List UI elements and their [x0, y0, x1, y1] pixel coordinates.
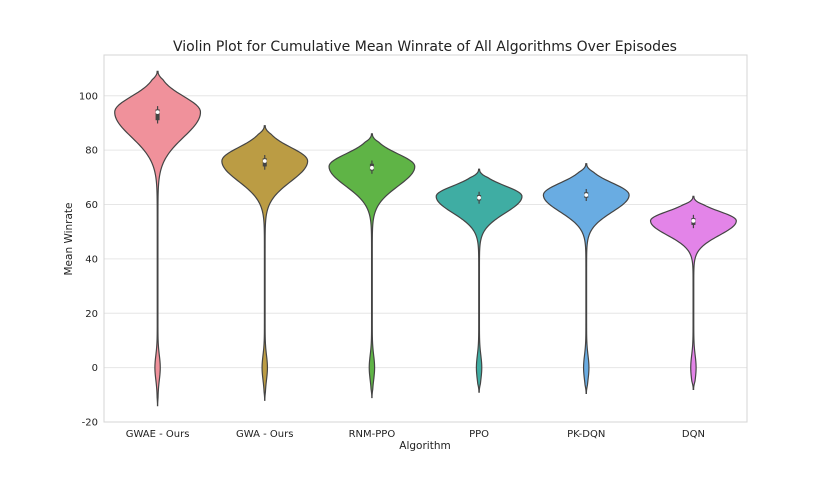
y-tick-label: 0 — [92, 363, 98, 374]
tick-labels: -20 0 20 40 60 80 100 GWAE - Ours GWA - Ours RNM-… — [79, 91, 705, 440]
y-tick-label: 40 — [85, 254, 98, 265]
x-tick-label: PK-DQN — [567, 429, 605, 440]
violin-body — [328, 133, 416, 399]
y-tick-label: 100 — [79, 91, 98, 102]
plot-frame — [103, 54, 748, 423]
x-tick-label: GWAE - Ours — [126, 429, 190, 440]
violin-median-point — [584, 193, 589, 197]
y-tick-label: 20 — [85, 309, 98, 320]
y-axis-label: Mean Winrate — [63, 203, 75, 276]
violin-body — [542, 163, 630, 395]
violins — [114, 70, 737, 407]
chart-title: Violin Plot for Cumulative Mean Winrate … — [173, 39, 677, 55]
violin-median-point — [691, 218, 696, 223]
y-tick-label: 80 — [85, 146, 98, 157]
y-tick-label: -20 — [82, 418, 98, 429]
x-tick-label: RNM-PPO — [349, 429, 396, 440]
x-tick-label: DQN — [682, 429, 705, 440]
violin-body — [435, 168, 523, 393]
violin-median-point — [370, 165, 374, 170]
violin-body — [114, 70, 202, 407]
x-axis-label: Algorithm — [399, 440, 450, 452]
x-tick-label: GWA - Ours — [236, 429, 293, 440]
violin-iqr-box — [155, 109, 160, 121]
violin-median-point — [262, 159, 267, 163]
violin-body — [649, 195, 737, 390]
violin-median-point — [155, 110, 160, 114]
y-tick-label: 60 — [85, 200, 98, 211]
violin-median-point — [477, 195, 481, 200]
violin-body — [221, 125, 309, 401]
x-tick-label: PPO — [469, 429, 489, 440]
